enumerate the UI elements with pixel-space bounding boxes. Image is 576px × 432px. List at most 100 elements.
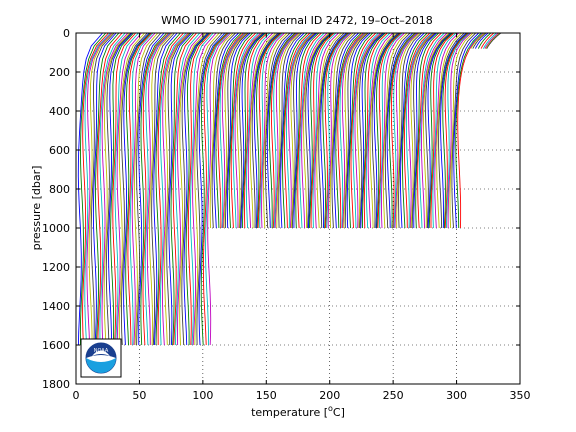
x-tick-label: 200 (319, 389, 340, 402)
temperature-profile (396, 32, 420, 228)
y-tick-label: 400 (49, 105, 70, 118)
temperature-profile (116, 32, 142, 346)
temperature-profile (329, 32, 354, 229)
temperature-profile (273, 32, 298, 229)
temperature-profile (326, 32, 351, 229)
temperature-profile (314, 32, 339, 229)
temperature-profile (371, 32, 399, 229)
temperature-profile (469, 32, 485, 49)
axis-ticks: 0 50 100 150 200 250 300 350 0 200 400 600 800 1000 12… (42, 27, 531, 402)
x-tick-label: 250 (383, 389, 404, 402)
temperature-profile (108, 32, 133, 346)
temperature-profile (157, 32, 184, 346)
temperature-profile (299, 32, 325, 229)
temperature-profile (365, 32, 391, 229)
temperature-profile (187, 32, 212, 346)
temperature-profile (251, 32, 279, 229)
temperature-profile (350, 32, 377, 229)
temperature-profile (320, 32, 347, 229)
temperature-profile (146, 32, 172, 346)
temperature-profile (445, 32, 470, 229)
temperature-profile (95, 32, 120, 346)
temperature-profile (438, 32, 465, 229)
temperature-profile (348, 32, 374, 229)
temperature-profile (244, 32, 268, 229)
temperature-profile (417, 32, 442, 229)
y-tick-label: 800 (49, 183, 70, 196)
temperature-profile (121, 32, 148, 346)
temperature-profile (274, 32, 299, 229)
temperature-profile (125, 32, 151, 346)
temperature-profile (217, 32, 245, 229)
temperature-profile (79, 32, 107, 346)
temperature-profile (278, 32, 302, 229)
temperature-profile (369, 32, 397, 229)
temperature-profile (155, 32, 181, 346)
temperature-profile (192, 32, 217, 346)
temperature-profile (84, 32, 111, 346)
temperature-profile (285, 32, 313, 229)
temperature-profile (367, 32, 394, 229)
logo-text: NOAA (94, 348, 109, 354)
temperature-profile (327, 32, 352, 228)
temperature-profile (264, 32, 291, 229)
temperature-profile (436, 32, 462, 229)
temperature-profile (153, 32, 178, 346)
temperature-profile (470, 32, 486, 49)
noaa-logo: NOAA (80, 338, 122, 378)
temperature-profile (183, 32, 210, 346)
temperature-profile (453, 32, 480, 229)
y-axis-label: pressure [dbar] (30, 166, 43, 251)
temperature-profile (247, 32, 274, 229)
temperature-profile (430, 32, 455, 228)
temperature-profile (384, 32, 411, 229)
temperature-profile (140, 32, 168, 346)
temperature-profile (423, 32, 450, 229)
temperature-profile (219, 32, 246, 229)
temperature-profile (174, 32, 201, 346)
temperature-profile (226, 32, 251, 229)
temperature-profile (266, 32, 294, 229)
temperature-profile (381, 32, 405, 229)
temperature-profile (421, 32, 448, 229)
temperature-profile (295, 32, 320, 229)
temperature-profile (432, 32, 457, 229)
temperature-profile (358, 32, 384, 229)
temperature-profile (185, 32, 211, 345)
temperature-profile (472, 32, 487, 49)
temperature-profile (168, 32, 193, 346)
temperature-profile (411, 32, 436, 229)
temperature-profile (312, 32, 337, 229)
temperature-profile (440, 32, 467, 229)
temperature-profile (480, 32, 495, 49)
temperature-profile (101, 32, 129, 346)
temperature-profile (344, 32, 369, 228)
temperature-profile (181, 32, 208, 346)
temperature-profile (486, 32, 502, 49)
temperature-profile (356, 32, 383, 229)
temperature-profile (403, 32, 431, 229)
temperature-profile (297, 32, 322, 229)
temperature-profile (263, 32, 288, 229)
temperature-profile (393, 32, 418, 229)
temperature-profile (129, 32, 154, 346)
temperature-profile (242, 32, 266, 228)
temperature-profile (410, 32, 435, 229)
temperature-profile (215, 32, 242, 229)
temperature-profile (261, 32, 285, 229)
temperature-profile (309, 32, 334, 229)
temperature-profile (401, 32, 428, 229)
chart-title: WMO ID 5901771, internal ID 2472, 19–Oct… (161, 14, 433, 27)
temperature-profile (133, 32, 159, 346)
temperature-profile (352, 32, 379, 229)
temperature-profile (234, 32, 262, 229)
temperature-profile (382, 32, 408, 229)
x-tick-label: 0 (73, 389, 80, 402)
temperature-profile (373, 32, 400, 229)
temperature-profile (240, 32, 265, 229)
temperature-profile (256, 32, 281, 229)
temperature-profile (114, 32, 139, 346)
temperature-profile (425, 32, 451, 229)
temperature-profile (388, 32, 416, 229)
